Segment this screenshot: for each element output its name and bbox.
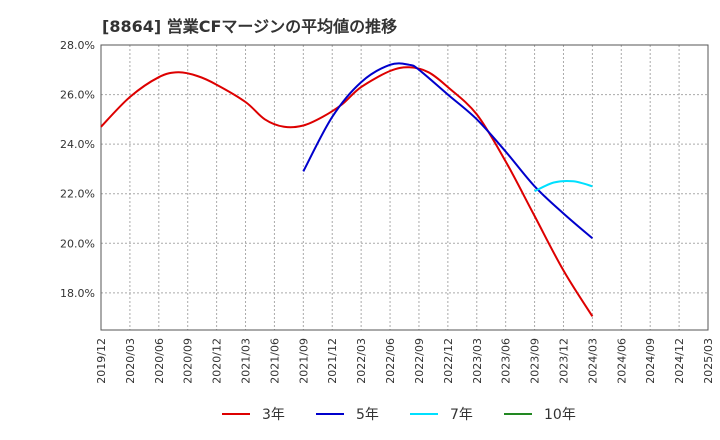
legend-label: 7年 <box>450 407 473 423</box>
y-tick-label: 24.0% <box>60 138 95 151</box>
x-tick-label: 2020/06 <box>153 338 166 384</box>
x-tick-label: 2020/09 <box>182 338 195 384</box>
x-tick-label: 2024/09 <box>644 338 657 384</box>
series-line-1 <box>100 66 594 317</box>
x-tick-label: 2020/12 <box>211 338 224 384</box>
y-tick-label: 28.0% <box>60 39 95 52</box>
y-tick-label: 26.0% <box>60 89 95 102</box>
x-tick-label: 2024/03 <box>586 338 599 384</box>
x-tick-label: 2023/03 <box>471 338 484 384</box>
x-tick-label: 2024/06 <box>615 338 628 384</box>
x-tick-label: 2021/03 <box>240 338 253 384</box>
x-tick-label: 2019/12 <box>95 338 108 384</box>
series-line-2 <box>302 62 594 240</box>
x-tick-label: 2021/06 <box>268 338 281 384</box>
grid-lines <box>100 44 709 330</box>
y-axis-ticks: 18.0% 20.0% 22.0% 24.0% 26.0% 28.0% <box>60 39 95 300</box>
y-tick-label: 20.0% <box>60 237 95 250</box>
x-tick-label: 2022/06 <box>384 338 397 384</box>
x-tick-label: 2023/09 <box>529 338 542 384</box>
x-tick-label: 2022/03 <box>355 338 368 384</box>
x-tick-label: 2023/12 <box>557 338 570 384</box>
x-axis-ticks: 2019/12 2020/03 2020/06 2020/09 2020/12 2021/… <box>95 338 715 384</box>
x-tick-label: 2024/12 <box>673 338 686 384</box>
chart-title: [8864] 営業CFマージンの平均値の推移 <box>102 17 398 36</box>
y-tick-label: 18.0% <box>60 287 95 300</box>
x-tick-label: 2023/06 <box>500 338 513 384</box>
series-line-3 <box>534 179 593 193</box>
legend: 3年 5年 7年 10年 <box>222 407 576 423</box>
x-tick-label: 2020/03 <box>124 338 137 384</box>
legend-label: 10年 <box>544 407 576 423</box>
x-tick-label: 2021/09 <box>297 338 310 384</box>
series-lines <box>100 62 594 317</box>
x-tick-label: 2021/12 <box>326 338 339 384</box>
x-tick-label: 2025/03 <box>702 338 715 384</box>
legend-label: 3年 <box>262 407 285 423</box>
legend-label: 5年 <box>356 407 379 423</box>
x-tick-label: 2022/12 <box>442 338 455 384</box>
plot-area-frame <box>100 44 709 331</box>
x-tick-label: 2022/09 <box>413 338 426 384</box>
y-tick-label: 22.0% <box>60 188 95 201</box>
